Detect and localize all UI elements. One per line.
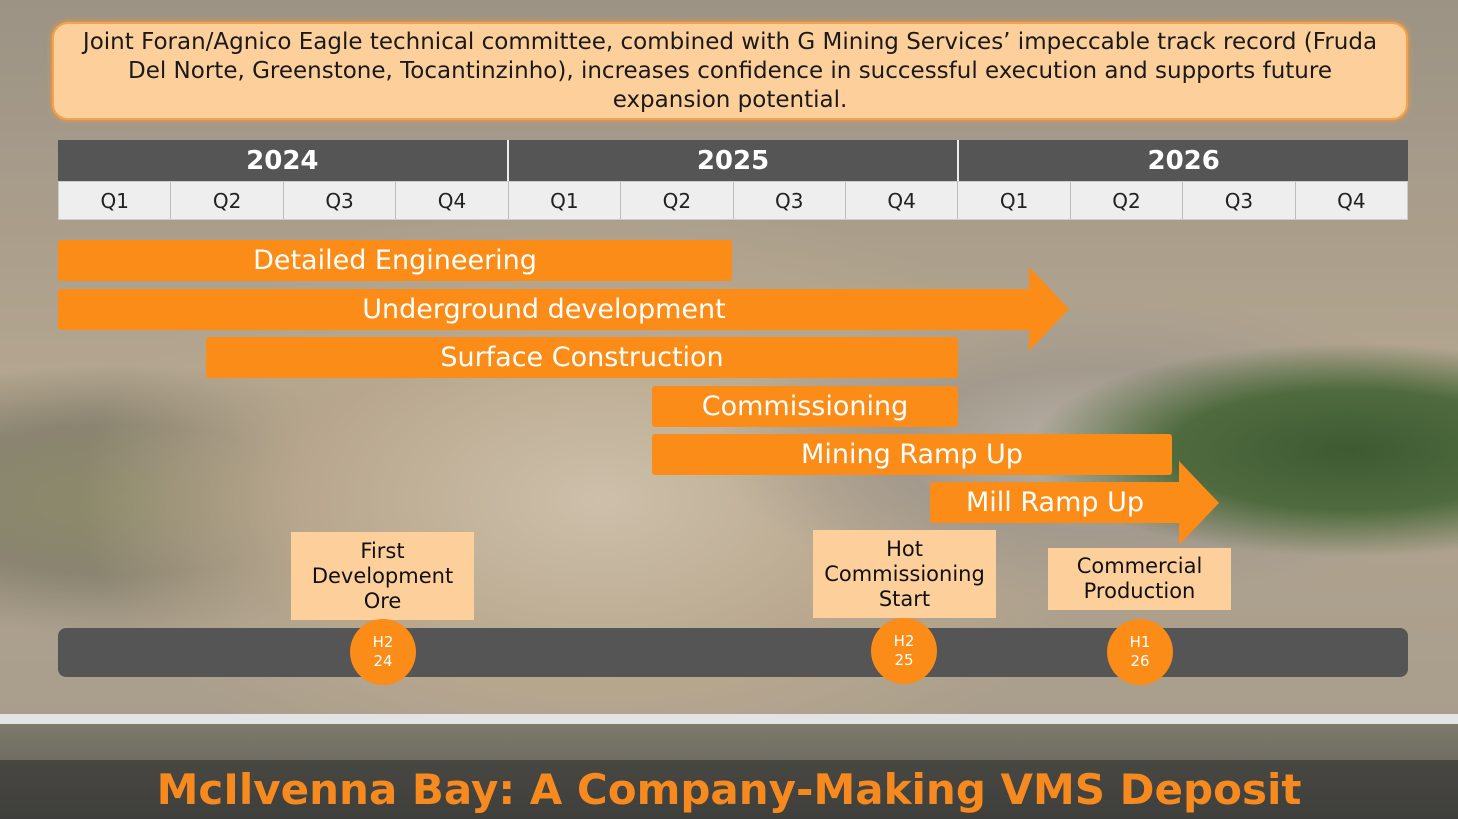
divider [0, 714, 1458, 724]
year-header: 2024 2025 2026 [58, 140, 1408, 181]
bar-detailed-engineering: Detailed Engineering [58, 240, 732, 281]
date-year: 24 [373, 652, 393, 670]
milestone-commercial-production: Commercial Production [1048, 548, 1231, 610]
quarter: Q3 [284, 182, 397, 219]
quarter: Q3 [1183, 182, 1296, 219]
callout-box: Joint Foran/Agnico Eagle technical commi… [52, 22, 1408, 120]
date-half: H2 [372, 633, 394, 651]
slide-title: McIlvenna Bay: A Company-Making VMS Depo… [156, 765, 1302, 814]
quarter: Q1 [509, 182, 622, 219]
arrow-head-icon [1029, 267, 1069, 351]
bar-mill-ramp-up: Mill Ramp Up [930, 482, 1180, 523]
quarter: Q4 [1337, 188, 1366, 213]
footer-overlay [0, 760, 1458, 819]
quarter: Q1 [59, 182, 172, 219]
quarter: Q3 [734, 182, 846, 219]
bar-underground-development: Underground development [58, 289, 1030, 330]
quarter: Q2 [621, 182, 734, 219]
milestone-first-development-ore: First Development Ore [291, 532, 474, 620]
milestone-date-h2-25: H2 25 [871, 618, 937, 684]
milestone-hot-commissioning-start: Hot Commissioning Start [813, 530, 996, 618]
year-2024: 2024 [58, 140, 509, 181]
bar-commissioning: Commissioning [652, 386, 958, 427]
milestone-label: First Development Ore [311, 538, 454, 613]
milestone-label: Commercial Production [1076, 554, 1203, 603]
year-2026: 2026 [1147, 145, 1220, 176]
milestone-date-h2-24: H2 24 [350, 619, 416, 685]
quarter-header: Q1 Q2 Q3 Q4 Q1 Q2 Q3 Q4 Q1 Q2 Q3 Q4 [58, 181, 1408, 220]
date-half: H2 [893, 632, 915, 650]
callout-text: Joint Foran/Agnico Eagle technical commi… [82, 28, 1378, 113]
bar-mining-ramp-up: Mining Ramp Up [652, 434, 1172, 475]
bar-surface-construction: Surface Construction [206, 337, 958, 378]
milestone-track [58, 628, 1408, 677]
quarter: Q2 [171, 182, 284, 219]
quarter: Q4 [396, 182, 509, 219]
date-year: 26 [1130, 652, 1150, 670]
quarter: Q2 [1071, 182, 1184, 219]
date-year: 25 [894, 651, 914, 669]
quarter: Q1 [958, 182, 1071, 219]
quarter: Q4 [846, 182, 959, 219]
arrow-head-icon [1179, 461, 1219, 545]
date-half: H1 [1129, 633, 1151, 651]
milestone-date-h1-26: H1 26 [1107, 619, 1173, 685]
milestone-label: Hot Commissioning Start [824, 536, 985, 611]
year-2025: 2025 [509, 140, 960, 181]
